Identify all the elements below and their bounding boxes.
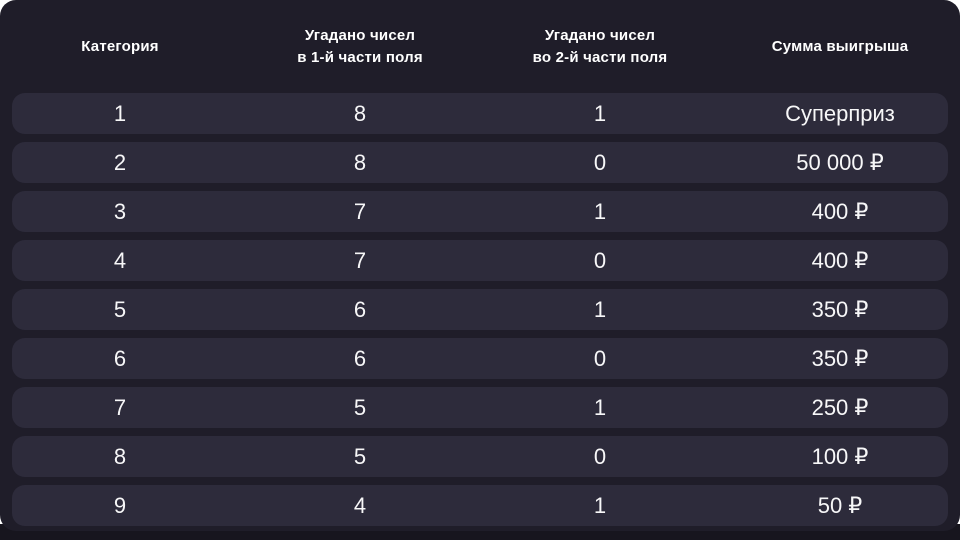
header-field1-hits: Угадано чисел в 1-й части поля xyxy=(240,25,480,69)
header-prize: Сумма выигрыша xyxy=(720,36,960,58)
cell-prize: 350 ₽ xyxy=(811,345,869,371)
cell-field2-hits: 1 xyxy=(593,198,607,224)
cell-category: 5 xyxy=(113,296,127,322)
cell-prize: 400 ₽ xyxy=(811,198,869,224)
cell-field1-hits: 4 xyxy=(353,492,367,518)
cell-field1-hits: 6 xyxy=(353,345,367,371)
table-row: 2 8 0 50 000 ₽ xyxy=(0,142,960,183)
table-row: 5 6 1 350 ₽ xyxy=(0,289,960,330)
table-header: Категория Угадано чисел в 1-й части поля… xyxy=(0,0,960,93)
cell-prize: 250 ₽ xyxy=(811,394,869,420)
table-row: 6 6 0 350 ₽ xyxy=(0,338,960,379)
cell-prize: Суперприз xyxy=(785,100,895,126)
cell-category: 6 xyxy=(113,345,127,371)
cell-category: 8 xyxy=(113,443,127,469)
cell-prize: 350 ₽ xyxy=(811,296,869,322)
cell-prize: 100 ₽ xyxy=(811,443,869,469)
cell-prize: 400 ₽ xyxy=(811,247,869,273)
table-row: 3 7 1 400 ₽ xyxy=(0,191,960,232)
header-category-line1: Категория xyxy=(81,37,159,55)
cell-field1-hits: 5 xyxy=(353,394,367,420)
cell-field2-hits: 0 xyxy=(593,345,607,371)
header-field1-line2: в 1-й части поля xyxy=(297,48,423,66)
header-field2-line1: Угадано чисел xyxy=(544,26,656,44)
cell-field2-hits: 1 xyxy=(593,296,607,322)
cell-field2-hits: 1 xyxy=(593,100,607,126)
cell-prize: 50 ₽ xyxy=(817,492,863,518)
header-field2-line2: во 2-й части поля xyxy=(532,48,668,66)
cell-field2-hits: 0 xyxy=(593,443,607,469)
cell-category: 3 xyxy=(113,198,127,224)
cell-field1-hits: 7 xyxy=(353,198,367,224)
cell-prize: 50 000 ₽ xyxy=(796,149,884,175)
table-row: 9 4 1 50 ₽ xyxy=(0,485,960,526)
cell-category: 1 xyxy=(113,100,127,126)
cell-category: 7 xyxy=(113,394,127,420)
cell-category: 9 xyxy=(113,492,127,518)
cell-field2-hits: 1 xyxy=(593,492,607,518)
header-prize-line1: Сумма выигрыша xyxy=(771,37,909,55)
header-field2-hits: Угадано чисел во 2-й части поля xyxy=(480,25,720,69)
cell-field1-hits: 8 xyxy=(353,149,367,175)
table-row: 8 5 0 100 ₽ xyxy=(0,436,960,477)
cell-field1-hits: 7 xyxy=(353,247,367,273)
cell-field1-hits: 8 xyxy=(353,100,367,126)
cell-field2-hits: 0 xyxy=(593,247,607,273)
cell-field2-hits: 0 xyxy=(593,149,607,175)
cell-field1-hits: 6 xyxy=(353,296,367,322)
cell-category: 4 xyxy=(113,247,127,273)
table-row: 7 5 1 250 ₽ xyxy=(0,387,960,428)
cell-field1-hits: 5 xyxy=(353,443,367,469)
cell-field2-hits: 1 xyxy=(593,394,607,420)
table-row: 4 7 0 400 ₽ xyxy=(0,240,960,281)
table-body: 1 8 1 Суперприз 2 8 0 50 000 ₽ 3 7 1 400… xyxy=(0,93,960,526)
cell-category: 2 xyxy=(113,149,127,175)
header-category: Категория xyxy=(0,36,240,58)
table-row: 1 8 1 Суперприз xyxy=(0,93,960,134)
header-field1-line1: Угадано чисел xyxy=(304,26,416,44)
